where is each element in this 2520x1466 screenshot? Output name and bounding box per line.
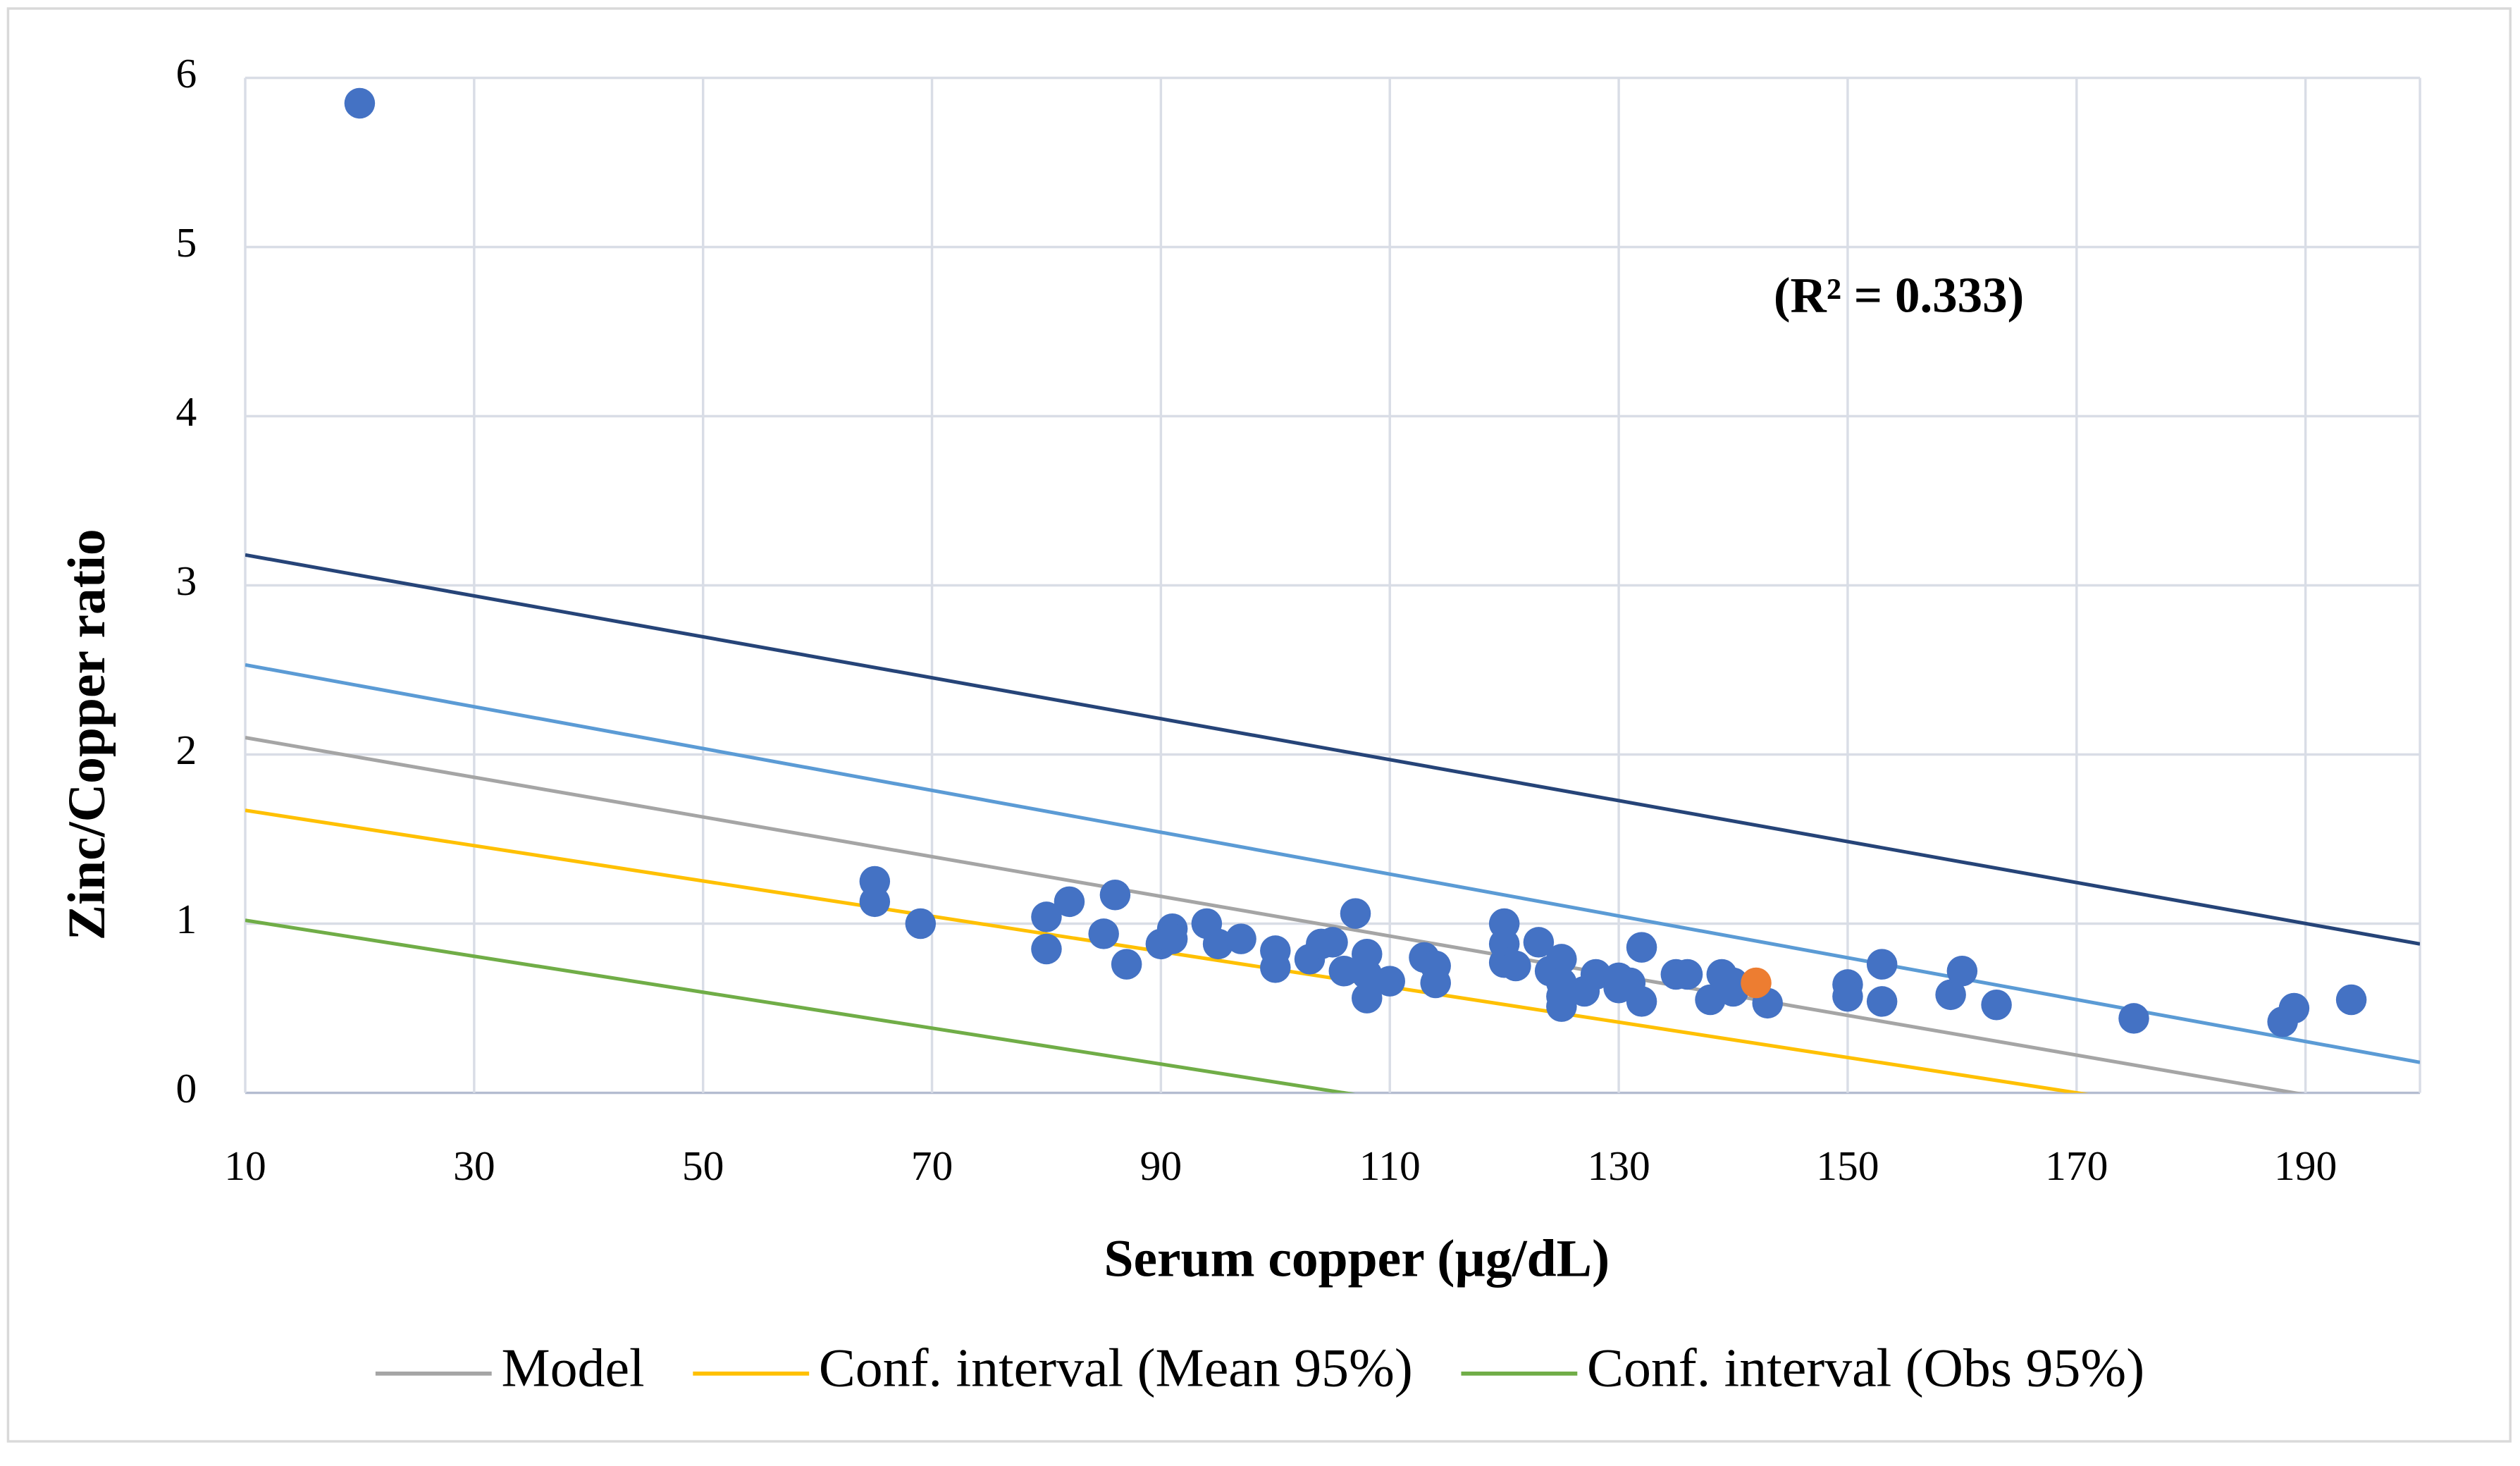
point <box>1546 980 1577 1012</box>
x-tick-label: 150 <box>1816 1142 1879 1189</box>
point <box>1260 952 1291 983</box>
point <box>1981 989 2012 1021</box>
point <box>1626 986 1657 1017</box>
fit-line <box>245 918 1356 1093</box>
point <box>2278 992 2310 1024</box>
point <box>1626 932 1657 963</box>
y-tick-label: 1 <box>176 896 197 942</box>
y-tick-label: 2 <box>176 727 197 773</box>
point <box>1672 959 1703 990</box>
fit-line <box>245 663 2421 1064</box>
legend: Model Conf. interval (Mean 95%) Conf. inte… <box>375 1338 2144 1398</box>
y-tick-label: 6 <box>176 50 197 97</box>
x-tick-label: 170 <box>2045 1142 2108 1189</box>
point <box>1054 886 1085 918</box>
point <box>1340 898 1371 929</box>
point <box>1099 879 1131 911</box>
x-tick-label: 10 <box>224 1142 266 1189</box>
labels: 0 1 2 3 4 5 6 10 30 50 70 90 110 130 150 170 190 <box>176 50 2337 1189</box>
chart-frame <box>6 7 2512 1443</box>
fit-line <box>245 553 2421 946</box>
point <box>859 886 891 918</box>
fit-line <box>245 736 2305 1093</box>
point <box>1523 927 1555 958</box>
point <box>1352 983 1383 1014</box>
x-tick-label: 50 <box>682 1142 724 1189</box>
point <box>2335 984 2367 1016</box>
point <box>1317 927 1348 958</box>
y-axis-label: Zinc/Copper ratio <box>58 529 116 940</box>
x-tick-label: 70 <box>911 1142 953 1189</box>
point <box>1580 959 1612 990</box>
point <box>1031 933 1062 965</box>
x-tick-label: 190 <box>2274 1142 2337 1189</box>
x-tick-label: 130 <box>1587 1142 1650 1189</box>
point <box>1946 955 1978 987</box>
point <box>1420 967 1451 999</box>
point <box>1156 923 1188 954</box>
y-tick-label: 3 <box>176 558 197 604</box>
legend-label: Model <box>501 1338 644 1398</box>
point <box>1225 923 1256 954</box>
y-tick-label: 5 <box>176 219 197 266</box>
point <box>1935 979 1966 1011</box>
point <box>1202 928 1234 960</box>
y-tick-label: 4 <box>176 388 197 435</box>
point <box>1866 949 1898 980</box>
point <box>1500 950 1531 982</box>
points <box>344 87 2367 1037</box>
point <box>1088 918 1119 949</box>
point <box>1741 967 1772 999</box>
x-tick-label: 30 <box>453 1142 495 1189</box>
point <box>1866 986 1898 1017</box>
point <box>344 87 376 119</box>
legend-label: Conf. interval (Mean 95%) <box>819 1338 1413 1398</box>
legend-label: Conf. interval (Obs 95%) <box>1587 1338 2144 1398</box>
x-axis-label: Serum copper (µg/dL) <box>1104 1230 1610 1288</box>
point <box>1328 955 1360 987</box>
point <box>2118 1003 2149 1034</box>
point <box>1832 980 1863 1012</box>
point <box>1111 949 1142 980</box>
point <box>1031 901 1062 932</box>
y-tick-label: 0 <box>176 1065 197 1111</box>
point <box>1374 966 1405 997</box>
grid <box>244 76 2421 1095</box>
annotation: (R² = 0.333) <box>1774 269 2024 324</box>
point <box>905 908 937 940</box>
point <box>1717 967 1749 999</box>
point <box>1546 944 1577 975</box>
x-tick-label: 110 <box>1359 1142 1421 1189</box>
x-tick-label: 90 <box>1140 1142 1182 1189</box>
